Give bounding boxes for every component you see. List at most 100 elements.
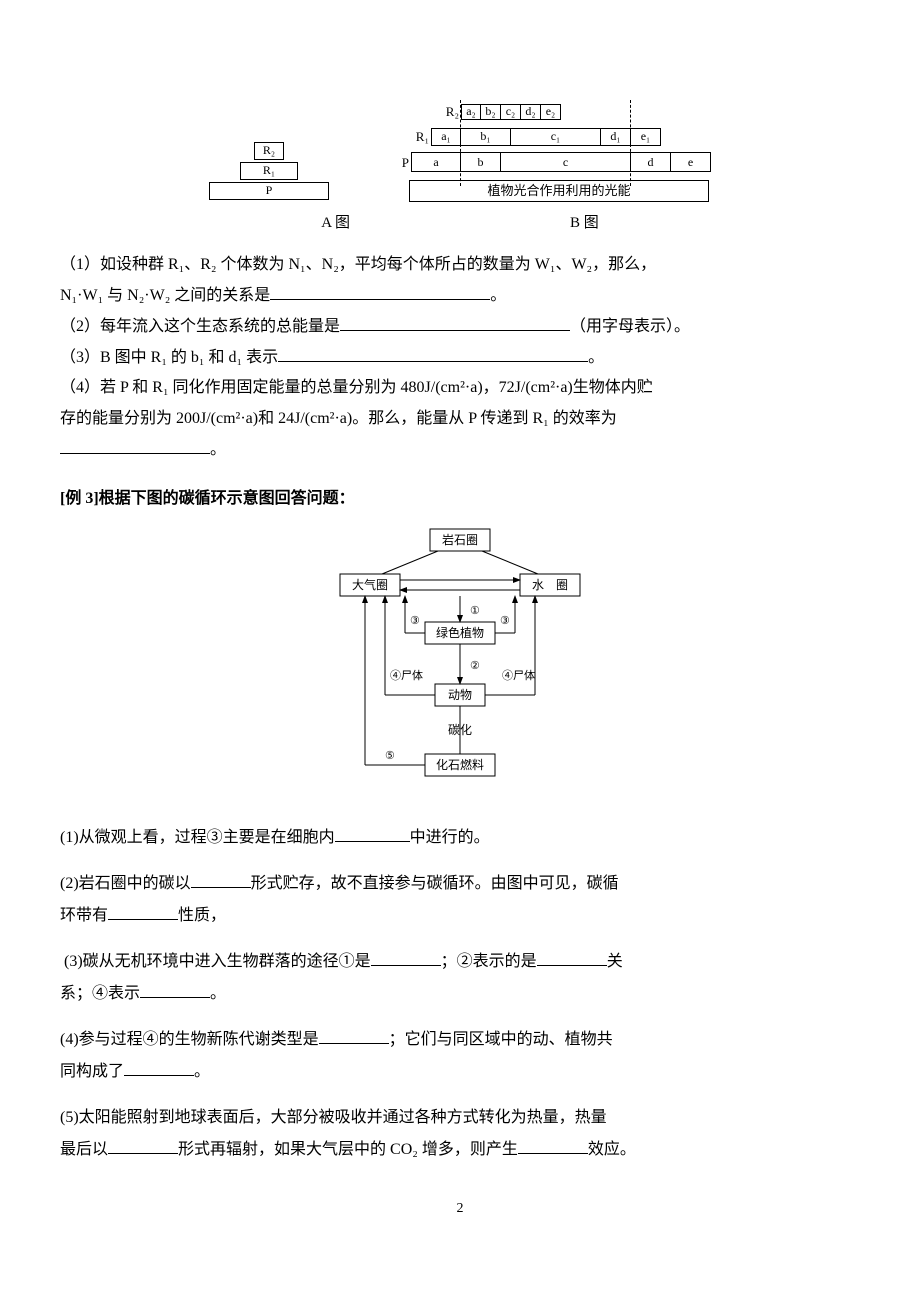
- q2: （2）每年流入这个生态系统的总能量是 （用字母表示）。: [60, 313, 860, 342]
- q1-blank: [270, 282, 490, 300]
- carbon-cycle-svg: 岩石圈 大气圈 水 圈 绿色植物 ① ③ ③ 动物 ②: [310, 524, 610, 794]
- figure-a: R₂ R₁ P: [209, 142, 329, 200]
- ex3q5-b2: [518, 1137, 588, 1155]
- cc-rock: 岩石圈: [442, 532, 478, 547]
- ex3q2-a: (2)岩石圈中的碳以: [60, 875, 191, 892]
- figB-row-r2: R₂ a₂ b₂ c₂ d₂ e₂: [419, 100, 711, 123]
- figA-caption: A 图: [321, 210, 350, 237]
- figB-bottom: 植物光合作用利用的光能: [409, 180, 711, 202]
- figB-r2-label: R₂: [419, 100, 459, 123]
- cc-n4l: ④尸体: [390, 668, 423, 682]
- figA-p: P: [209, 182, 329, 200]
- q4-line2: 存的能量分别为 200J/(cm²·a)和 24J/(cm²·a)。那么，能量从…: [60, 405, 860, 434]
- figB-p-e: e: [671, 152, 711, 172]
- ex3q3-e: 。: [210, 985, 226, 1002]
- q3-a: （3）B 图中 R₁ 的 b₁ 和 d₁ 表示: [60, 349, 278, 366]
- ex3-q3: (3)碳从无机环境中进入生物群落的途径①是 ；②表示的是 关 系；④表示 。: [60, 946, 860, 1010]
- ex3q2-d: 性质，: [178, 907, 226, 924]
- ex3q2-b2: [108, 903, 178, 921]
- figure-row: R₂ R₁ P R₂ a₂ b₂ c₂ d₂ e₂ R₁ a₁ b₁ c₁ d₁…: [60, 100, 860, 202]
- ex3q5-b: 最后以: [60, 1141, 108, 1158]
- ex3q3-b: ；②表示的是: [441, 953, 537, 970]
- ex3-q1: (1)从微观上看，过程③主要是在细胞内 中进行的。: [60, 822, 860, 854]
- cc-n4r: ④尸体: [502, 668, 535, 682]
- ex3q4-b2: [124, 1059, 194, 1077]
- figB-r2-a: a₂: [461, 104, 481, 120]
- ex3q2-b1: [191, 871, 251, 889]
- figB-r1-c: c₁: [511, 128, 601, 146]
- figB-p-a: a: [411, 152, 461, 172]
- ex3q1-b: 中进行的。: [410, 829, 490, 846]
- q1-line2: N₁·W₁ 与 N₂·W₂ 之间的关系是 。: [60, 282, 860, 311]
- ex3q1-a: (1)从微观上看，过程③主要是在细胞内: [60, 829, 335, 846]
- ex3-title: [例 3]根据下图的碳循环示意图回答问题：: [60, 485, 860, 514]
- ex3q5-a: (5)太阳能照射到地球表面后，大部分被吸收并通过各种方式转化为热量，热量: [60, 1109, 607, 1126]
- ex3q4-b: ；它们与同区域中的动、植物共: [389, 1031, 613, 1048]
- ex3-title-text: [例 3]根据下图的碳循环示意图回答问题：: [60, 490, 355, 507]
- ex3q4-a: (4)参与过程④的生物新陈代谢类型是: [60, 1031, 319, 1048]
- figB-r1-e: e₁: [631, 128, 661, 146]
- ex3q4-d: 。: [194, 1063, 210, 1080]
- ex3q4-c: 同构成了: [60, 1063, 124, 1080]
- figB-p-label: P: [369, 151, 409, 174]
- figB-r1-label: R₁: [389, 125, 429, 148]
- q1-l2a: N₁·W₁ 与 N₂·W₂ 之间的关系是: [60, 287, 270, 304]
- q4-l3b: 。: [210, 441, 226, 458]
- figB-r1-b: b₁: [461, 128, 511, 146]
- cc-atmo: 大气圈: [352, 577, 388, 592]
- figB-r1-a: a₁: [431, 128, 461, 146]
- ex3q5-b1: [108, 1137, 178, 1155]
- ex3q1-blank: [335, 825, 410, 843]
- cc-n5: ⑤: [385, 750, 395, 762]
- ex3q3-b1: [371, 949, 441, 967]
- ex3q2-c: 环带有: [60, 907, 108, 924]
- figB-p-b: b: [461, 152, 501, 172]
- q2-b: （用字母表示）。: [570, 318, 690, 335]
- figB-caption: B 图: [570, 210, 599, 237]
- cc-fossil: 化石燃料: [436, 757, 484, 772]
- cc-plant: 绿色植物: [436, 625, 484, 640]
- q3-blank: [278, 344, 588, 362]
- figB-r1-d: d₁: [601, 128, 631, 146]
- cc-animal: 动物: [448, 688, 472, 702]
- dash-line-left: [460, 100, 461, 186]
- figA-r2: R₂: [254, 142, 284, 160]
- cc-n3r: ③: [500, 615, 510, 627]
- ex3q3-c: 关: [607, 953, 623, 970]
- ex3q2-b: 形式贮存，故不直接参与碳循环。由图中可见，碳循: [251, 875, 619, 892]
- figB-r2-c: c₂: [501, 104, 521, 120]
- ex3q4-b1: [319, 1027, 389, 1045]
- ex3q3-b2: [537, 949, 607, 967]
- q3: （3）B 图中 R₁ 的 b₁ 和 d₁ 表示 。: [60, 344, 860, 373]
- figB-row-r1: R₁ a₁ b₁ c₁ d₁ e₁: [389, 125, 711, 148]
- cc-n2: ②: [470, 660, 480, 672]
- cc-hydro: 水 圈: [532, 578, 568, 592]
- q4-line3: 。: [60, 436, 860, 465]
- ex3-q4: (4)参与过程④的生物新陈代谢类型是 ；它们与同区域中的动、植物共 同构成了 。: [60, 1024, 860, 1088]
- figure-b: R₂ a₂ b₂ c₂ d₂ e₂ R₁ a₁ b₁ c₁ d₁ e₁ P a …: [389, 100, 711, 202]
- figB-row-p: P a b c d e: [369, 151, 711, 174]
- ex3q5-c: 形式再辐射，如果大气层中的 CO₂ 增多，则产生: [178, 1141, 518, 1158]
- q1-line1: （1）如设种群 R₁、R₂ 个体数为 N₁、N₂，平均每个体所占的数量为 W₁、…: [60, 251, 860, 280]
- q3-b: 。: [588, 349, 604, 366]
- figB-r2-d: d₂: [521, 104, 541, 120]
- q1-l2b: 。: [490, 287, 506, 304]
- page-number: 2: [60, 1196, 860, 1221]
- figB-r2-e: e₂: [541, 104, 561, 120]
- cc-n3l: ③: [410, 615, 420, 627]
- q2-blank: [340, 313, 570, 331]
- ex3q3-a: (3)碳从无机环境中进入生物群落的途径①是: [64, 953, 371, 970]
- ex3-q5: (5)太阳能照射到地球表面后，大部分被吸收并通过各种方式转化为热量，热量 最后以…: [60, 1102, 860, 1166]
- q4-line1: （4）若 P 和 R₁ 同化作用固定能量的总量分别为 480J/(cm²·a)，…: [60, 374, 860, 403]
- q2-a: （2）每年流入这个生态系统的总能量是: [60, 318, 340, 335]
- ex3q3-d: 系；④表示: [60, 985, 140, 1002]
- q4-blank: [60, 436, 210, 454]
- figA-r1: R₁: [240, 162, 298, 180]
- ex3q5-d: 效应。: [588, 1141, 636, 1158]
- figB-p-d: d: [631, 152, 671, 172]
- ex3q3-b3: [140, 981, 210, 999]
- figure-caption-row: A 图 B 图: [60, 210, 860, 237]
- figB-p-c: c: [501, 152, 631, 172]
- dash-line-right: [630, 100, 631, 186]
- figB-r2-b: b₂: [481, 104, 501, 120]
